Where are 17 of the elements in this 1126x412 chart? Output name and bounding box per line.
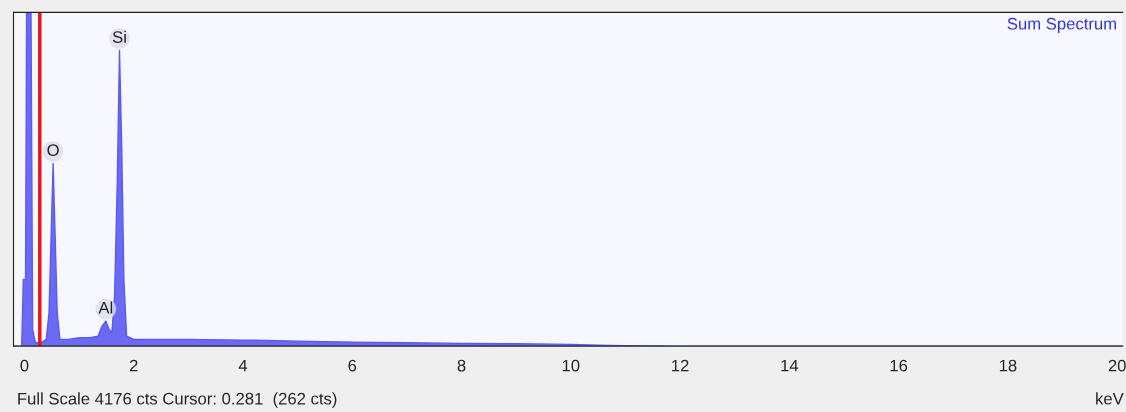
x-tick-label: 0 xyxy=(20,359,29,372)
annotation: Al xyxy=(98,301,113,314)
x-tick-label: 12 xyxy=(672,359,689,372)
x-tick-label: 4 xyxy=(238,359,248,372)
x-axis-title: keV xyxy=(1096,392,1124,405)
annotation: O xyxy=(47,144,59,157)
x-tick-label: 18 xyxy=(999,359,1017,372)
x-tick-label: 2 xyxy=(129,359,138,372)
x-tick-label: 8 xyxy=(457,359,466,372)
text: Full Scale 4176 cts Cursor: 0.281 (262 cts) xyxy=(18,392,337,408)
x-tick-label: 16 xyxy=(890,359,908,372)
annotation: Si xyxy=(112,30,126,43)
x-tick-label: 20 xyxy=(1108,359,1126,372)
x-tick-label: 10 xyxy=(562,359,580,372)
chart-title: Sum Spectrum xyxy=(1007,17,1116,33)
x-tick-label: 6 xyxy=(348,359,357,372)
x-tick-label: 14 xyxy=(781,359,799,372)
